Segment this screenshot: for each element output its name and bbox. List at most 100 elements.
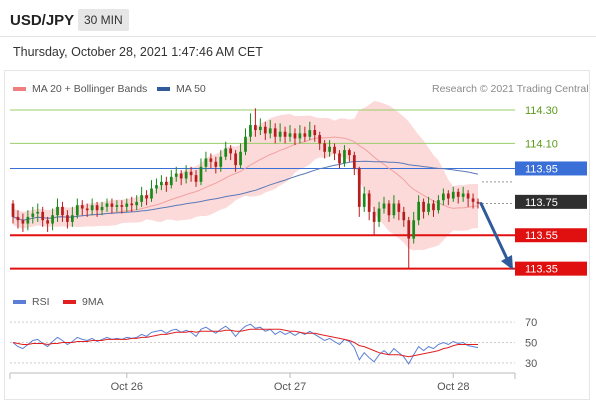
x-tick-label-Oct-28: Oct 28 [437,381,469,393]
candle-body [372,211,376,222]
candle-body [194,175,198,182]
candle-body [61,206,64,216]
candle-body [446,193,450,199]
candle-body [303,133,307,137]
candle-body [214,161,218,167]
candle-body [100,206,104,211]
candle-body [85,208,89,211]
candle-body [36,211,40,214]
candle-body [476,201,480,204]
chart-header: USD/JPY 30 MIN [0,0,596,40]
candle-body [362,193,366,207]
rsi-tick-70: 70 [525,317,537,329]
candle-body [130,203,134,206]
bollinger-band [13,101,478,251]
candle-body [169,176,173,186]
symbol-title: USD/JPY [10,12,75,29]
legend-9ma: 9MA [63,296,104,308]
legend-bollinger: MA 20 + Bollinger Bands [13,83,147,95]
projection-arrow [479,202,510,263]
legend-ma50-label: MA 50 [176,83,206,95]
candle-body [308,130,312,137]
level-label-114.10: 114.10 [525,138,558,150]
candle-body [125,203,129,207]
candle-body [432,203,435,211]
candle-body [249,125,252,137]
candle-body [31,213,35,217]
candle-body [204,158,208,167]
rsi-9ma-line [12,328,478,358]
x-tick-label-Oct-27: Oct 27 [274,381,306,393]
candle-body [71,215,74,222]
candle-body [110,203,114,207]
candle-body [263,126,267,134]
legend-ma50: MA 50 [157,83,206,95]
candle-body [283,131,287,137]
legend-bollinger-label: MA 20 + Bollinger Bands [32,83,148,95]
rsi-swatch [13,300,26,304]
candle-body [338,153,341,164]
candle-body [288,133,292,137]
candle-body [234,153,237,166]
credit-text: Research © 2021 Trading Central [432,83,589,95]
candle-body [120,205,124,207]
candle-body [229,148,233,154]
legend-rsi-label: RSI [32,296,50,308]
candle-body [75,205,79,216]
candle-body [199,166,203,182]
candle-body [21,220,25,224]
candle-body [377,208,381,222]
candle-body [417,201,420,221]
level-tag-113.95 [515,161,587,176]
candle-body [224,148,228,157]
candle-body [164,181,168,186]
candle-body [11,203,15,217]
candle-body [209,158,213,162]
candle-body [258,126,262,131]
candle-body [273,128,277,137]
candle-body [244,136,247,152]
candle-body [397,203,401,212]
candle-body [412,220,416,239]
x-tick-label-Oct-26: Oct 26 [111,381,143,393]
interval-badge[interactable]: 30 MIN [78,9,129,31]
level-label-113.55: 113.55 [525,230,558,242]
candle-body [343,150,346,164]
candle-body [427,203,430,212]
candle-body [323,143,327,152]
level-label-113.95: 113.95 [525,163,558,175]
candle-body [437,200,440,211]
candle-body [442,193,445,201]
candle-body [278,131,282,137]
candle-body [46,220,49,224]
candle-body [184,171,188,179]
candle-body [382,203,386,209]
candle-body [174,173,178,177]
candle-body [80,205,84,209]
candle-body [268,128,272,134]
candle-body [466,193,470,199]
rsi-tick-50: 50 [525,338,537,350]
candle-body [456,191,460,197]
candle-body [56,206,59,216]
candle-body [66,215,69,222]
projection-arrowhead [501,254,513,270]
candle-body [135,201,139,206]
candle-body [298,133,302,139]
bollinger-swatch [13,87,26,91]
candle-body [293,133,297,139]
candle-body [348,150,351,156]
candle-body [357,168,361,207]
rsi-tick-30: 30 [525,358,537,370]
level-label-113.75: 113.75 [525,197,558,209]
candle-body [115,205,119,207]
candle-body [179,173,183,179]
candle-body [367,193,371,212]
candle-body [471,198,475,202]
candle-body [105,203,109,207]
legend-9ma-label: 9MA [82,296,104,308]
candle-body [422,201,425,212]
candle-body [451,191,455,199]
candle-body [461,193,465,197]
